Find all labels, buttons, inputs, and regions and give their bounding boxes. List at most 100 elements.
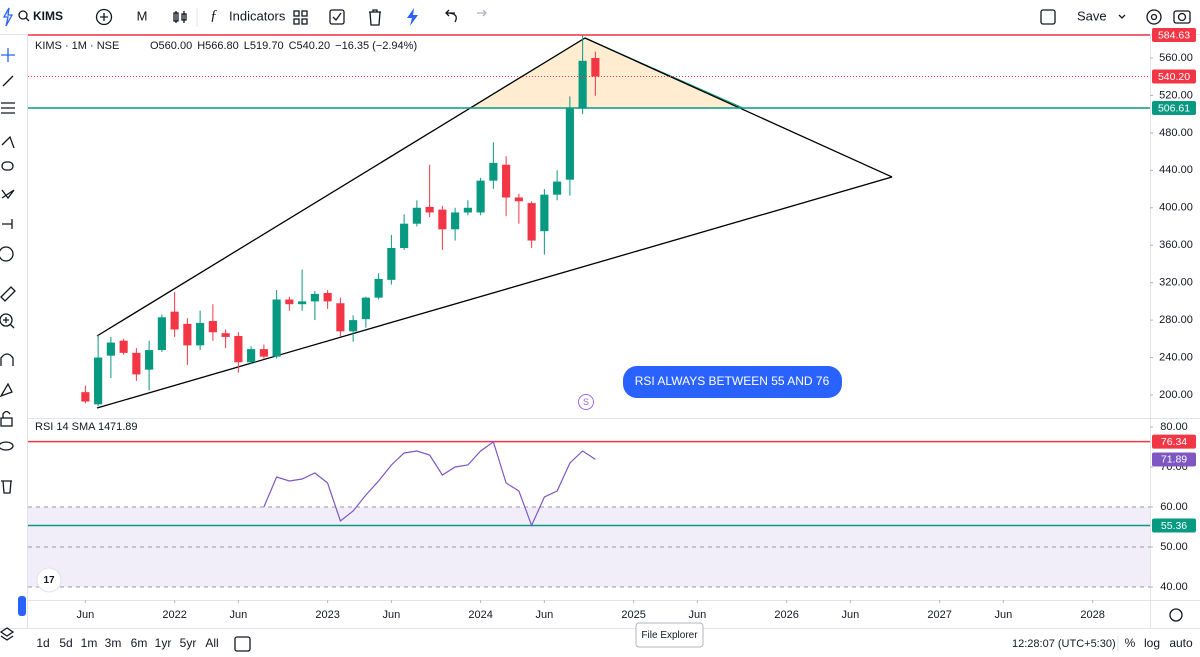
- settings-icon[interactable]: [1146, 9, 1162, 25]
- candle-body: [208, 321, 217, 333]
- y-tick-label: 320.00: [1159, 277, 1193, 289]
- x-tick-label: Jun: [536, 609, 554, 621]
- magnet-tool[interactable]: [0, 353, 14, 366]
- scale-option[interactable]: auto: [1169, 636, 1193, 650]
- object-tree[interactable]: [0, 627, 15, 641]
- candle-body: [527, 203, 536, 241]
- symbol[interactable]: KIMS: [33, 9, 63, 23]
- hide-tool[interactable]: [0, 441, 14, 451]
- search-icon[interactable]: [18, 10, 28, 20]
- alert-icon[interactable]: [329, 9, 345, 25]
- y-tick-label: 60.00: [1160, 501, 1188, 513]
- shape-tool[interactable]: [1, 161, 14, 171]
- annotation-box[interactable]: [623, 366, 842, 398]
- candle-body: [463, 207, 472, 213]
- candle-body: [336, 303, 345, 332]
- range-button[interactable]: 5yr: [180, 636, 197, 650]
- candle-body: [349, 320, 358, 332]
- chart-type-body: [181, 13, 187, 21]
- y-tick-label: 480.00: [1159, 127, 1193, 139]
- drawn-trendline[interactable]: [96, 37, 586, 337]
- ruler-tool[interactable]: [0, 286, 16, 302]
- rsi-value-tag: [1152, 452, 1196, 467]
- redo-icon[interactable]: [477, 9, 487, 17]
- event-marker-label: S: [583, 397, 589, 407]
- x-tick-label: 2027: [927, 609, 951, 621]
- axis-settings[interactable]: [1169, 608, 1183, 622]
- candle-body: [145, 350, 154, 370]
- fx-icon[interactable]: ƒ: [210, 7, 218, 23]
- y-tick-label: 520.00: [1159, 89, 1193, 101]
- emoji-tool[interactable]: [0, 246, 14, 262]
- tv-logo[interactable]: [36, 567, 62, 593]
- toolbar-toggle[interactable]: [18, 596, 26, 616]
- rsi-legend-value: 71.89: [110, 421, 138, 433]
- range-button[interactable]: 5d: [59, 636, 72, 650]
- candle-body: [81, 392, 90, 402]
- candle-body: [540, 194, 549, 232]
- axes: 200.00 240.00 280.00 320.00 360.00 400.00 440.…: [77, 27, 1196, 621]
- y-tick-label: 40.00: [1160, 581, 1188, 593]
- x-tick-label: 2025: [621, 609, 645, 621]
- projection-tool[interactable]: [2, 219, 13, 229]
- y-tick-label: 80.00: [1160, 421, 1188, 433]
- candle-body: [425, 206, 434, 213]
- y-tick-label: 280.00: [1159, 314, 1193, 326]
- ohlc-value: O560.00: [150, 40, 192, 52]
- y-tick-label: 240.00: [1159, 351, 1193, 363]
- templates-icon[interactable]: [293, 10, 308, 25]
- range-button[interactable]: 1yr: [155, 636, 172, 650]
- zoom-tool[interactable]: [0, 313, 13, 327]
- range-button[interactable]: 1m: [81, 636, 98, 650]
- range-button[interactable]: 6m: [131, 636, 148, 650]
- compare-icon[interactable]: [95, 8, 113, 26]
- range-button[interactable]: All: [205, 636, 218, 650]
- x-tick-label: Jun: [383, 609, 401, 621]
- x-tick-label: 2024: [468, 609, 492, 621]
- candle-body: [489, 162, 498, 181]
- trendline-tool[interactable]: [2, 75, 14, 87]
- pattern-tool[interactable]: [1, 135, 15, 149]
- logo-icon[interactable]: [2, 7, 14, 27]
- candle-body: [183, 323, 192, 346]
- draw-lock[interactable]: [0, 382, 13, 398]
- replay-icon[interactable]: [407, 8, 418, 26]
- save-button[interactable]: Save: [1077, 8, 1107, 23]
- save-menu[interactable]: [1118, 14, 1126, 19]
- event-marker[interactable]: [578, 394, 594, 410]
- search-icon-handle: [25, 17, 30, 22]
- layout-icon[interactable]: [1040, 9, 1056, 25]
- interval[interactable]: M: [137, 8, 148, 23]
- snapshot-lens: [1177, 12, 1187, 22]
- candle-body: [374, 278, 383, 298]
- undo-icon[interactable]: [445, 9, 457, 23]
- alert-check: [332, 12, 342, 22]
- scale-option[interactable]: log: [1144, 636, 1160, 650]
- delete-icon[interactable]: [369, 9, 381, 26]
- range-button[interactable]: 3m: [105, 636, 122, 650]
- candle-body: [119, 340, 128, 353]
- y-tick-label: 400.00: [1159, 202, 1193, 214]
- candle-body: [361, 297, 370, 320]
- xabcd-tool[interactable]: [1, 189, 15, 200]
- chart-title: KIMS · 1M · NSE: [35, 40, 119, 52]
- rsi-line: [263, 440, 596, 527]
- candle-body: [451, 212, 460, 230]
- price-level-label: 55.36: [1161, 520, 1187, 532]
- fib-tool[interactable]: [1, 102, 15, 114]
- candle-body: [310, 293, 319, 302]
- range-button[interactable]: 1d: [36, 636, 49, 650]
- indicators-button[interactable]: Indicators: [229, 8, 286, 23]
- date-range-icon[interactable]: [234, 636, 251, 652]
- scale-option[interactable]: %: [1125, 636, 1136, 650]
- lock-tool[interactable]: [0, 417, 13, 427]
- price-level-label: 540.20: [1158, 71, 1190, 83]
- crosshair-tool[interactable]: [1, 48, 15, 62]
- remove-tool[interactable]: [1, 480, 12, 494]
- annotation: RSI ALWAYS BETWEEN 55 AND 76: [635, 374, 830, 388]
- drawn-trendline[interactable]: [96, 176, 893, 409]
- candle-body: [553, 181, 562, 195]
- y-tick-label: 560.00: [1159, 52, 1193, 64]
- snapshot-icon[interactable]: [1173, 10, 1191, 24]
